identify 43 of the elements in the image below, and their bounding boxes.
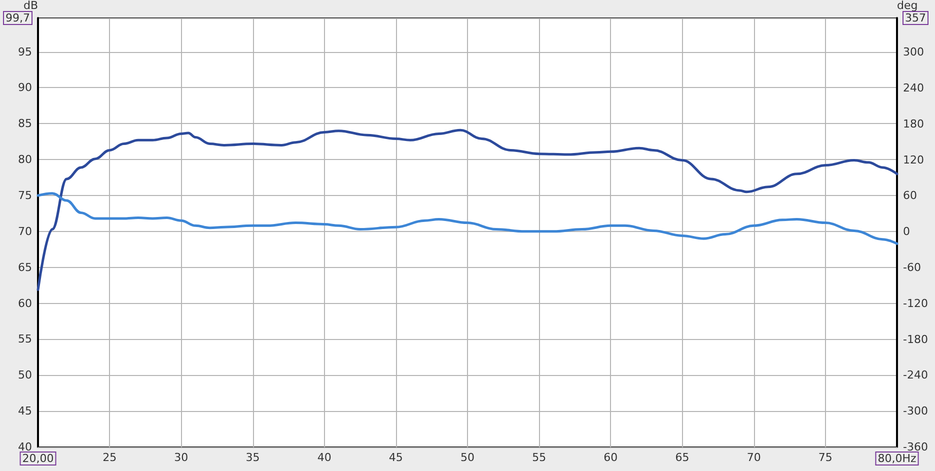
x-tick-label: 25 xyxy=(102,451,117,464)
x-tick-label: 40 xyxy=(317,451,332,464)
y-tick-label: 65 xyxy=(18,260,32,274)
y2-axis-title: deg xyxy=(897,0,918,12)
y2-tick-label: 300 xyxy=(903,46,924,59)
y2-tick-label: -180 xyxy=(903,332,928,346)
y2-tick-label: 0 xyxy=(903,225,910,238)
x-tick-label: 60 xyxy=(604,451,618,464)
y-tick-label: 95 xyxy=(18,45,32,58)
y2-tick-label: 180 xyxy=(903,117,924,130)
y-tick-label: 60 xyxy=(18,296,32,310)
x-tick-label: 80,0Hz xyxy=(878,452,916,465)
y2-tick-label: -60 xyxy=(903,261,921,274)
y-tick-label: 40 xyxy=(18,440,32,454)
x-tick-label: 65 xyxy=(675,451,690,464)
line-series xyxy=(36,128,898,291)
y-axis-title: dB xyxy=(23,0,38,12)
x-tick-label: 50 xyxy=(460,451,474,464)
y-tick-label: 85 xyxy=(18,117,32,130)
y-tick-label: 99,7 xyxy=(6,12,30,24)
x-tick-label: 70 xyxy=(746,451,761,464)
x-tick-label: 35 xyxy=(246,451,260,464)
y2-tick-label: -240 xyxy=(903,368,928,382)
x-tick-label: 75 xyxy=(818,451,832,464)
y2-tick-label: 357 xyxy=(905,12,926,24)
y-tick-label: 55 xyxy=(18,332,32,346)
y-tick-label: 50 xyxy=(18,368,32,382)
y2-tick-label: 120 xyxy=(903,153,924,166)
x-tick-label: 45 xyxy=(388,451,403,464)
line-series xyxy=(36,192,898,245)
y-tick-label: 75 xyxy=(18,188,32,202)
x-tick-label: 20,00 xyxy=(22,452,54,465)
y2-tick-label: 240 xyxy=(903,82,924,95)
y2-tick-label: 60 xyxy=(903,189,917,202)
y-tick-label: 90 xyxy=(18,81,32,94)
y-tick-label: 70 xyxy=(18,224,32,238)
y-tick-label: 80 xyxy=(18,153,32,166)
x-tick-label: 55 xyxy=(532,451,546,464)
x-tick-label: 30 xyxy=(174,451,188,464)
y-tick-label: 45 xyxy=(18,404,32,418)
y2-tick-label: -120 xyxy=(903,296,928,310)
y2-tick-label: -360 xyxy=(903,440,928,454)
y2-tick-label: -300 xyxy=(903,404,928,418)
